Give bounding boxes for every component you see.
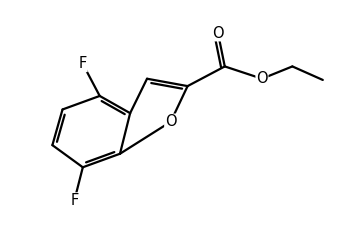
Text: O: O <box>165 114 176 129</box>
Text: O: O <box>212 26 224 41</box>
Text: F: F <box>79 57 87 71</box>
Text: O: O <box>256 71 268 86</box>
Text: F: F <box>70 193 78 208</box>
